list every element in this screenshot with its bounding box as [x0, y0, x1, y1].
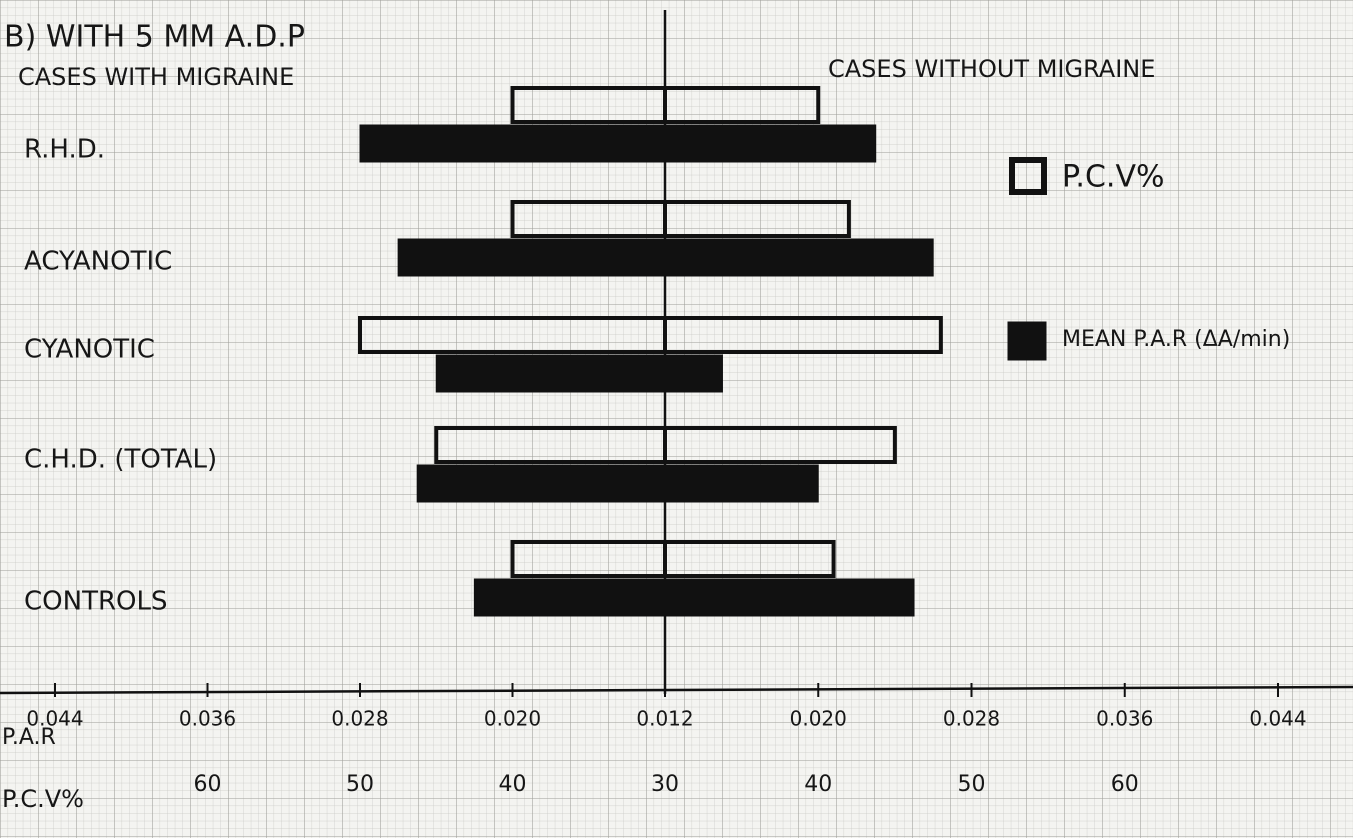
par-tick-label: 0.012 — [636, 707, 693, 731]
chart-title: B) WITH 5 MM A.D.P — [4, 20, 305, 55]
pcv-tick-label: 50 — [958, 772, 986, 797]
par-bar — [665, 125, 876, 162]
par-bar — [417, 465, 665, 502]
pcv-tick-label: 50 — [346, 772, 374, 797]
category-label: CONTROLS — [24, 587, 167, 617]
pcv-tick-label: 40 — [499, 772, 527, 797]
par-bar — [665, 579, 914, 616]
par-bar — [398, 239, 665, 276]
category-label: R.H.D. — [24, 135, 105, 165]
par-bar — [436, 355, 665, 392]
par-tick-label: 0.020 — [484, 707, 541, 731]
legend-label: P.C.V% — [1062, 160, 1164, 195]
par-tick-label: 0.028 — [943, 707, 1000, 731]
par-tick-label: 0.020 — [790, 707, 847, 731]
par-tick-label: 0.044 — [1249, 707, 1306, 731]
par-tick-label: 0.036 — [179, 707, 236, 731]
category-label: CYANOTIC — [24, 335, 155, 365]
legend-swatch — [1008, 322, 1046, 360]
par-tick-label: 0.044 — [26, 707, 83, 731]
par-bar — [665, 465, 818, 502]
par-bar — [665, 355, 722, 392]
page: B) WITH 5 MM A.D.P CASES WITH MIGRAINE C… — [0, 0, 1353, 838]
par-tick-label: 0.036 — [1096, 707, 1153, 731]
category-label: ACYANOTIC — [24, 247, 172, 277]
par-tick-label: 0.028 — [331, 707, 388, 731]
chart: B) WITH 5 MM A.D.P CASES WITH MIGRAINE C… — [0, 0, 1353, 838]
par-bar — [665, 239, 933, 276]
pcv-tick-label: 60 — [194, 772, 222, 797]
par-bar — [474, 579, 665, 616]
left-side-label: CASES WITH MIGRAINE — [18, 63, 294, 91]
par-bar — [360, 125, 665, 162]
pcv-axis-title: P.C.V% — [2, 785, 84, 813]
pcv-tick-label: 30 — [651, 772, 679, 797]
legend-label: MEAN P.A.R (ΔA/min) — [1062, 327, 1290, 352]
right-side-label: CASES WITHOUT MIGRAINE — [828, 55, 1155, 83]
pcv-tick-label: 40 — [804, 772, 832, 797]
pcv-tick-label: 60 — [1111, 772, 1139, 797]
category-label: C.H.D. (TOTAL) — [24, 445, 217, 475]
